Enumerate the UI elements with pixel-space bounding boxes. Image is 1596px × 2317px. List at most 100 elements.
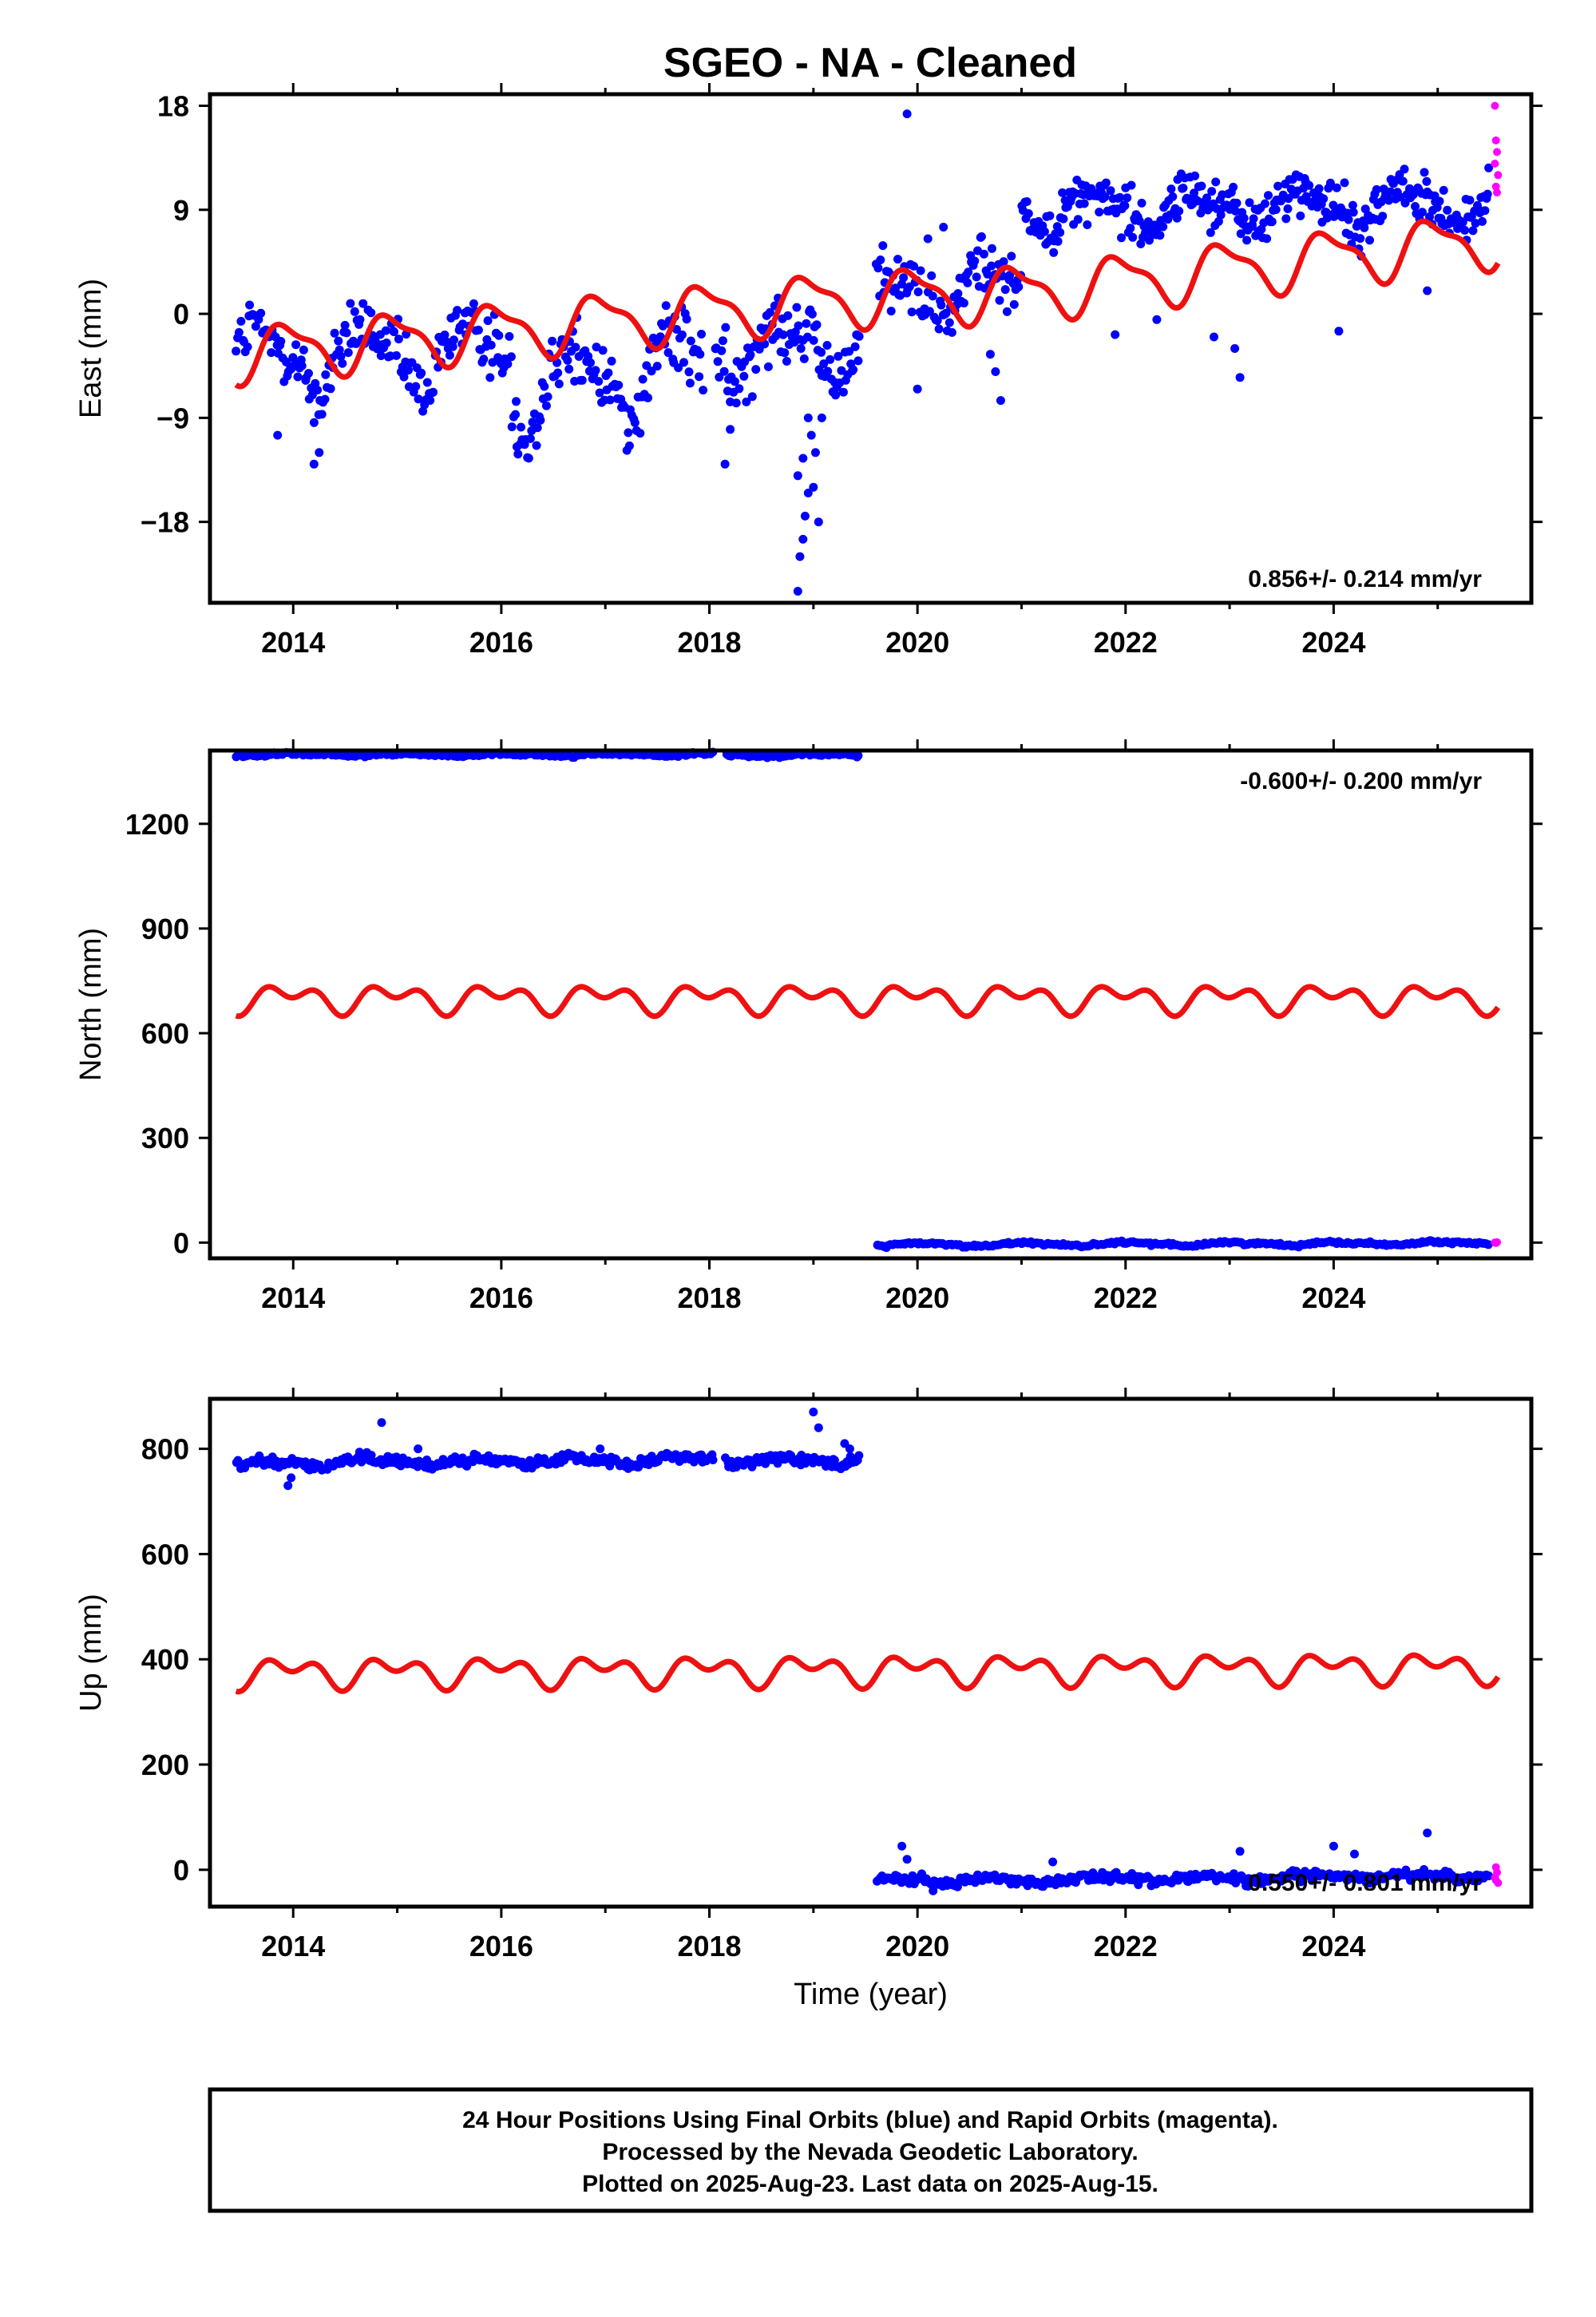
east-final-point [376,351,386,360]
east-final-point [1378,212,1388,221]
east-final-point [236,316,246,326]
caption-frame [208,2087,1534,2213]
east-final-point [854,331,864,341]
east-final-point [1115,192,1125,202]
east-final-point [1396,192,1405,202]
east-final-point [1155,231,1165,240]
up-xtick-label: 2018 [677,1930,741,1963]
east-final-point [1435,196,1444,206]
east-final-point [674,363,683,373]
east-final-point [913,287,923,297]
east-final-point [1344,215,1353,224]
east-outlier-point [1334,327,1344,336]
east-final-point [878,241,888,251]
up-outlier-point [1048,1857,1058,1867]
east-final-point [746,350,755,359]
east-final-point [1281,214,1291,224]
east-final-point [718,336,727,346]
east-final-point [469,299,478,308]
north-xtick-label: 2020 [885,1281,949,1314]
east-final-point [699,386,708,395]
east-final-point [1022,197,1032,206]
east-outlier-point [315,448,324,457]
east-final-point [819,359,829,369]
east-final-point [1386,187,1396,196]
east-final-point [751,365,761,374]
east-final-point [1422,176,1432,186]
east-final-point [925,307,934,316]
east-outlier-point [809,482,818,492]
north-ytick-label: 300 [141,1122,189,1155]
east-final-point [473,325,483,335]
east-final-point [1005,271,1015,280]
east-model-curve [234,218,1501,390]
east-final-point [503,359,513,369]
east-final-point [605,395,615,405]
north-ytick-label: 900 [141,913,189,945]
up-ylabel: Up (mm) [74,1594,108,1712]
east-outlier-point [798,453,808,463]
east-final-point [1117,233,1126,243]
plot-panels: 2014 2016 2018 2020 2022 2024 18 9 0 −9 −18 East (m… [74,83,1543,2011]
east-outlier-point [720,459,730,469]
east-final-point [338,358,347,368]
up-outlier-point [845,1444,854,1454]
east-rate-label: 0.856+/- 0.214 mm/yr [1248,566,1482,592]
east-final-point [1024,209,1033,218]
east-xtick-label: 2024 [1301,626,1365,659]
east-final-point [1314,184,1324,193]
east-outlier-point [1230,344,1240,353]
east-final-point [346,299,355,308]
east-final-point [1073,215,1083,224]
east-final-point [671,325,681,334]
east-final-point [648,333,658,343]
east-final-point [486,340,496,350]
east-outlier-point [996,396,1005,406]
east-final-point [507,422,517,432]
east-final-point [947,327,956,337]
east-final-point [663,348,673,358]
east-final-point [1100,192,1110,201]
east-final-point [1271,205,1281,214]
east-outlier-point [991,367,1000,376]
east-final-point [682,315,691,324]
east-frame [208,92,1534,605]
east-final-point [638,374,648,384]
east-final-point [381,326,390,335]
east-final-point [342,328,351,338]
east-final-point [1126,224,1135,233]
east-final-point [1172,213,1182,223]
east-final-point [933,316,942,326]
east-outlier-point [1210,332,1218,342]
east-final-point [453,306,462,315]
caption-line-1: 24 Hour Positions Using Final Orbits (bl… [462,2107,1278,2133]
east-final-point [392,351,401,360]
x-axis-label: Time (year) [794,1978,948,2011]
up-final-point [854,1451,864,1460]
east-final-point [837,366,846,375]
north-rapid-points [1491,1238,1501,1247]
east-final-point [909,261,918,271]
north-rate-label: -0.600+/- 0.200 mm/yr [1240,768,1482,794]
east-final-point [1145,236,1154,245]
east-final-point [1236,229,1246,239]
east-outlier-point [985,350,995,359]
east-final-point [1197,181,1206,191]
east-final-point [838,387,848,397]
east-final-point [1239,213,1249,223]
east-final-point [390,327,398,337]
east-final-point [658,321,667,331]
east-final-point [533,423,542,433]
east-final-point [541,401,551,410]
east-final-point [1296,211,1305,220]
east-final-point [1014,282,1024,291]
east-final-point [1053,236,1063,246]
east-final-point [1137,198,1147,208]
up-final-point [1243,1882,1253,1891]
east-final-point [1305,180,1314,190]
east-final-point [571,343,580,352]
east-outlier-point [800,511,810,521]
east-final-point [1260,199,1269,208]
up-final-point [708,1456,718,1464]
east-final-point [1211,177,1221,187]
